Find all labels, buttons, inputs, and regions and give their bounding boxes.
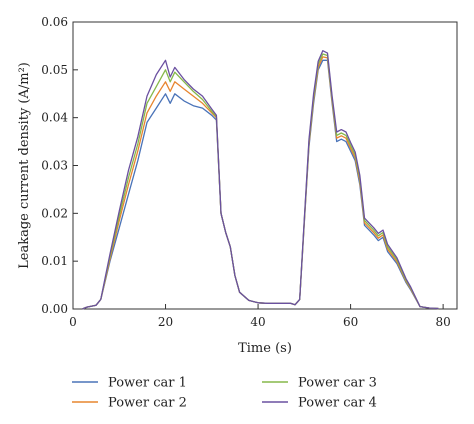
series-line-3: [82, 53, 439, 310]
series-line-4: [82, 50, 439, 310]
y-axis: 0.00 0.01 0.02 0.03 0.04 0.05 0.06: [41, 15, 78, 316]
series-line-2: [82, 56, 439, 310]
x-tick-label: 20: [158, 315, 173, 329]
y-tick-label: 0.06: [41, 15, 68, 29]
x-tick-label: 60: [343, 315, 358, 329]
x-tick-label: 0: [69, 315, 77, 329]
x-axis-title: Time (s): [238, 341, 292, 356]
x-tick-label: 80: [435, 315, 450, 329]
y-tick-label: 0.03: [41, 159, 68, 173]
legend-label-1: Power car 1: [108, 376, 187, 391]
y-tick-label: 0.05: [41, 63, 68, 77]
legend-label-3: Power car 3: [298, 376, 377, 391]
series-layer: [82, 50, 439, 310]
y-tick-label: 0.00: [41, 302, 68, 316]
y-tick-label: 0.01: [41, 254, 68, 268]
x-tick-label: 40: [250, 315, 265, 329]
series-line-1: [82, 59, 439, 310]
y-axis-title: Leakage current density (A/m²): [17, 62, 32, 269]
y-tick-label: 0.04: [41, 111, 68, 125]
legend: Power car 1 Power car 2 Power car 3 Power c…: [72, 376, 377, 411]
legend-label-2: Power car 2: [108, 396, 187, 411]
x-axis: 0 20 40 60 80: [69, 304, 451, 329]
y-tick-label: 0.02: [41, 206, 68, 220]
legend-label-4: Power car 4: [298, 396, 377, 411]
